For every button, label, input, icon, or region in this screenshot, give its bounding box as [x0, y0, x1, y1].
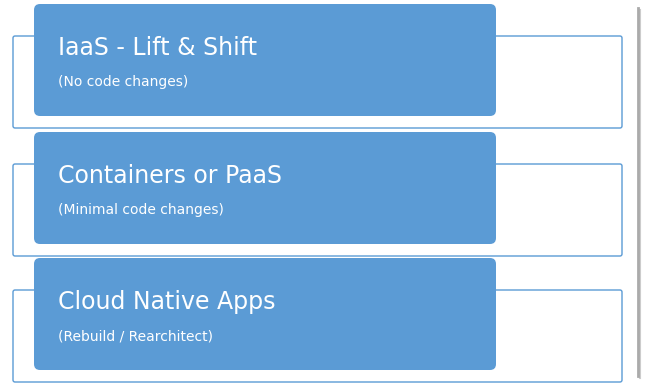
Text: Containers or PaaS: Containers or PaaS — [58, 164, 282, 188]
FancyBboxPatch shape — [34, 4, 496, 116]
FancyBboxPatch shape — [13, 290, 622, 382]
FancyBboxPatch shape — [13, 36, 622, 128]
FancyBboxPatch shape — [13, 164, 622, 256]
Text: (Minimal code changes): (Minimal code changes) — [58, 203, 224, 217]
Text: Cloud Native Apps: Cloud Native Apps — [58, 290, 276, 314]
Text: (Rebuild / Rearchitect): (Rebuild / Rearchitect) — [58, 329, 213, 343]
FancyBboxPatch shape — [34, 258, 496, 370]
FancyBboxPatch shape — [34, 132, 496, 244]
Text: IaaS - Lift & Shift: IaaS - Lift & Shift — [58, 36, 257, 60]
Text: (No code changes): (No code changes) — [58, 75, 188, 89]
